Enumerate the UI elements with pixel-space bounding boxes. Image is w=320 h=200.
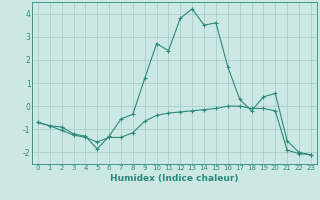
X-axis label: Humidex (Indice chaleur): Humidex (Indice chaleur) xyxy=(110,174,239,183)
